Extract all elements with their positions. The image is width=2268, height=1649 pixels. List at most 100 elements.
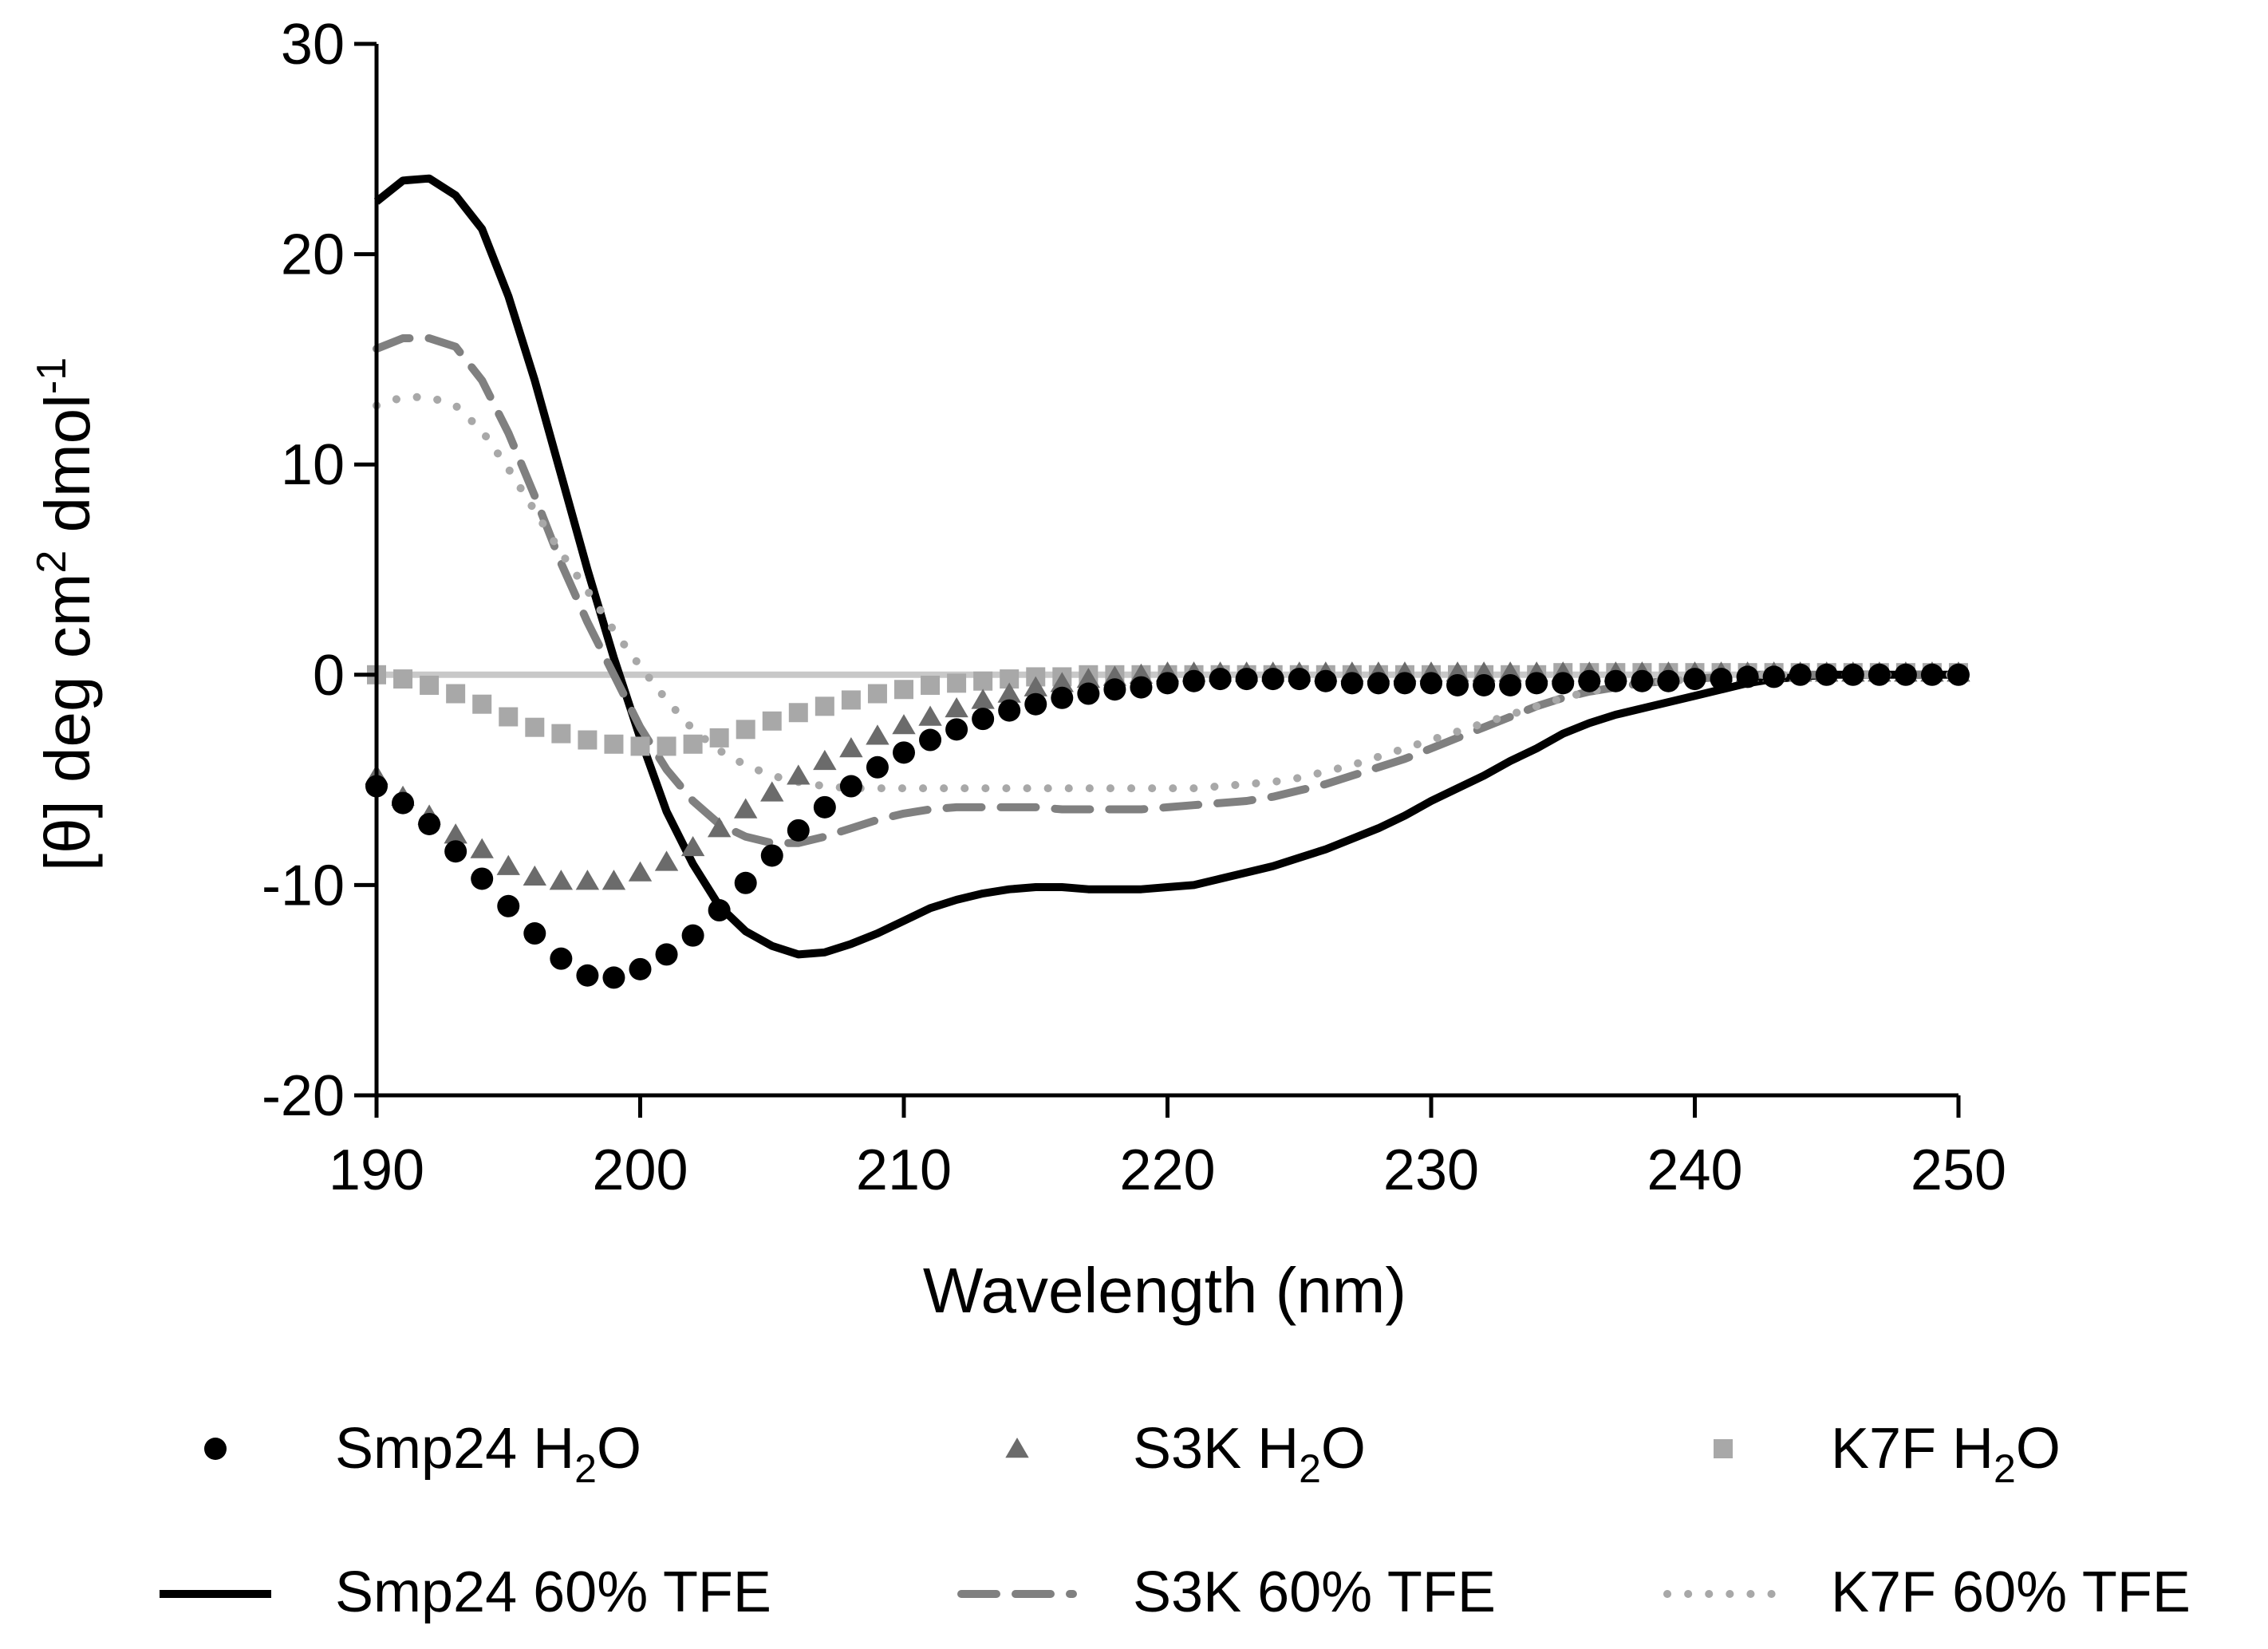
data-point-k7f-h2o — [947, 673, 967, 693]
data-point-smp24-h2o — [629, 957, 652, 980]
data-point-smp24-h2o — [1657, 669, 1680, 692]
y-tick-label: 20 — [281, 223, 345, 287]
data-point-s3k-h2o — [602, 870, 626, 890]
data-point-k7f-h2o — [815, 696, 834, 716]
data-point-s3k-h2o — [654, 850, 679, 871]
data-point-k7f-h2o — [604, 734, 624, 754]
data-point-smp24-h2o — [893, 741, 915, 764]
data-point-k7f-h2o — [788, 703, 808, 723]
data-point-s3k-h2o — [470, 838, 494, 858]
data-point-s3k-h2o — [707, 817, 732, 838]
data-point-s3k-h2o — [1050, 672, 1074, 692]
data-point-s3k-h2o — [918, 705, 942, 726]
legend-label: K7F H2O — [1831, 1417, 2061, 1491]
data-point-k7f-h2o — [525, 717, 545, 737]
data-point-k7f-h2o — [683, 734, 703, 754]
x-axis-title: Wavelength (nm) — [923, 1255, 1406, 1326]
data-point-k7f-h2o — [921, 675, 941, 695]
data-point-smp24-h2o — [839, 775, 862, 798]
data-point-k7f-h2o — [472, 694, 492, 714]
data-point-smp24-h2o — [1077, 682, 1100, 705]
data-point-s3k-h2o — [1024, 676, 1047, 696]
legend-label: Smp24 H2O — [335, 1417, 641, 1491]
data-point-smp24-h2o — [1130, 676, 1153, 699]
legend-item-s3k-h2o: S3K H2O — [1005, 1417, 1366, 1491]
legend-swatch — [1005, 1438, 1029, 1458]
data-point-smp24-h2o — [655, 943, 678, 966]
y-tick-label: 10 — [281, 433, 345, 497]
data-point-smp24-h2o — [972, 708, 995, 731]
data-point-smp24-h2o — [1894, 663, 1917, 686]
data-point-smp24-h2o — [550, 947, 573, 970]
legend-label: K7F 60% TFE — [1831, 1560, 2191, 1624]
data-point-smp24-h2o — [1156, 672, 1179, 695]
data-point-smp24-h2o — [1182, 669, 1205, 692]
x-tick-label: 200 — [592, 1138, 688, 1202]
data-point-smp24-h2o — [1604, 669, 1627, 692]
y-tick-label: -20 — [262, 1064, 345, 1128]
data-point-s3k-h2o — [1076, 668, 1101, 688]
axes: 30 20 10 0 -10 -20 190 200 210 220 230 240 250 — [262, 13, 2006, 1202]
data-point-smp24-h2o — [1024, 692, 1047, 716]
x-tick-label: 220 — [1119, 1138, 1215, 1202]
data-point-smp24-h2o — [1420, 672, 1442, 695]
data-point-smp24-h2o — [1051, 686, 1074, 709]
data-point-smp24-h2o — [1235, 668, 1258, 691]
data-point-smp24-h2o — [523, 922, 546, 945]
data-point-smp24-h2o — [1631, 669, 1654, 692]
data-point-s3k-h2o — [866, 724, 889, 745]
data-point-k7f-h2o — [841, 690, 861, 710]
y-tick-label: -10 — [262, 854, 345, 917]
data-point-smp24-h2o — [1815, 663, 1838, 686]
legend-swatch — [204, 1438, 227, 1460]
data-point-smp24-h2o — [1683, 668, 1706, 691]
data-point-s3k-h2o — [549, 870, 574, 890]
legend-label: S3K 60% TFE — [1133, 1560, 1496, 1624]
data-point-smp24-h2o — [444, 840, 467, 863]
data-point-smp24-h2o — [471, 867, 494, 890]
data-point-s3k-h2o — [813, 749, 837, 771]
data-point-s3k-h2o — [628, 861, 653, 882]
data-point-smp24-h2o — [1393, 672, 1416, 695]
data-point-k7f-h2o — [736, 720, 755, 740]
data-point-smp24-h2o — [1525, 672, 1548, 695]
legend-label: Smp24 60% TFE — [335, 1560, 771, 1624]
data-point-k7f-h2o — [446, 684, 466, 704]
data-point-s3k-h2o — [892, 714, 916, 735]
legend-item-k7f-h2o: K7F H2O — [1714, 1417, 2061, 1491]
y-tick-label: 0 — [313, 644, 345, 708]
data-point-smp24-h2o — [1340, 672, 1363, 695]
data-point-s3k-h2o — [444, 823, 467, 844]
data-point-s3k-h2o — [680, 835, 705, 857]
data-point-s3k-h2o — [575, 870, 600, 890]
data-point-smp24-h2o — [418, 812, 441, 835]
legend-label: S3K H2O — [1133, 1417, 1366, 1491]
series-line-smp24-60-tfe — [373, 174, 1958, 959]
data-point-smp24-h2o — [1261, 668, 1284, 691]
data-point-smp24-h2o — [681, 924, 704, 947]
data-point-smp24-h2o — [1552, 672, 1575, 695]
data-point-smp24-h2o — [1789, 663, 1812, 686]
series-s3k-h2o — [365, 661, 1970, 890]
data-point-k7f-h2o — [973, 671, 993, 691]
data-point-smp24-h2o — [919, 728, 942, 752]
data-point-k7f-h2o — [709, 728, 729, 748]
data-point-k7f-h2o — [420, 675, 440, 695]
data-point-smp24-h2o — [602, 966, 625, 989]
data-point-s3k-h2o — [523, 865, 546, 886]
data-point-smp24-h2o — [734, 871, 757, 894]
data-point-k7f-h2o — [867, 684, 887, 704]
data-point-smp24-h2o — [1762, 665, 1785, 688]
y-tick-label: 30 — [281, 13, 345, 77]
data-point-k7f-h2o — [657, 736, 676, 756]
data-point-smp24-h2o — [708, 899, 731, 922]
data-point-smp24-h2o — [1446, 673, 1469, 696]
data-point-smp24-h2o — [1736, 665, 1759, 688]
y-axis-title: [θ] deg cm2 dmol-1 — [29, 357, 103, 871]
series-line-s3k-60-tfe — [373, 334, 1962, 847]
data-point-k7f-h2o — [762, 711, 782, 731]
data-point-smp24-h2o — [1209, 668, 1232, 691]
series-smp24-h2o — [365, 663, 1970, 989]
data-point-k7f-h2o — [894, 680, 913, 700]
x-tick-label: 240 — [1647, 1138, 1742, 1202]
